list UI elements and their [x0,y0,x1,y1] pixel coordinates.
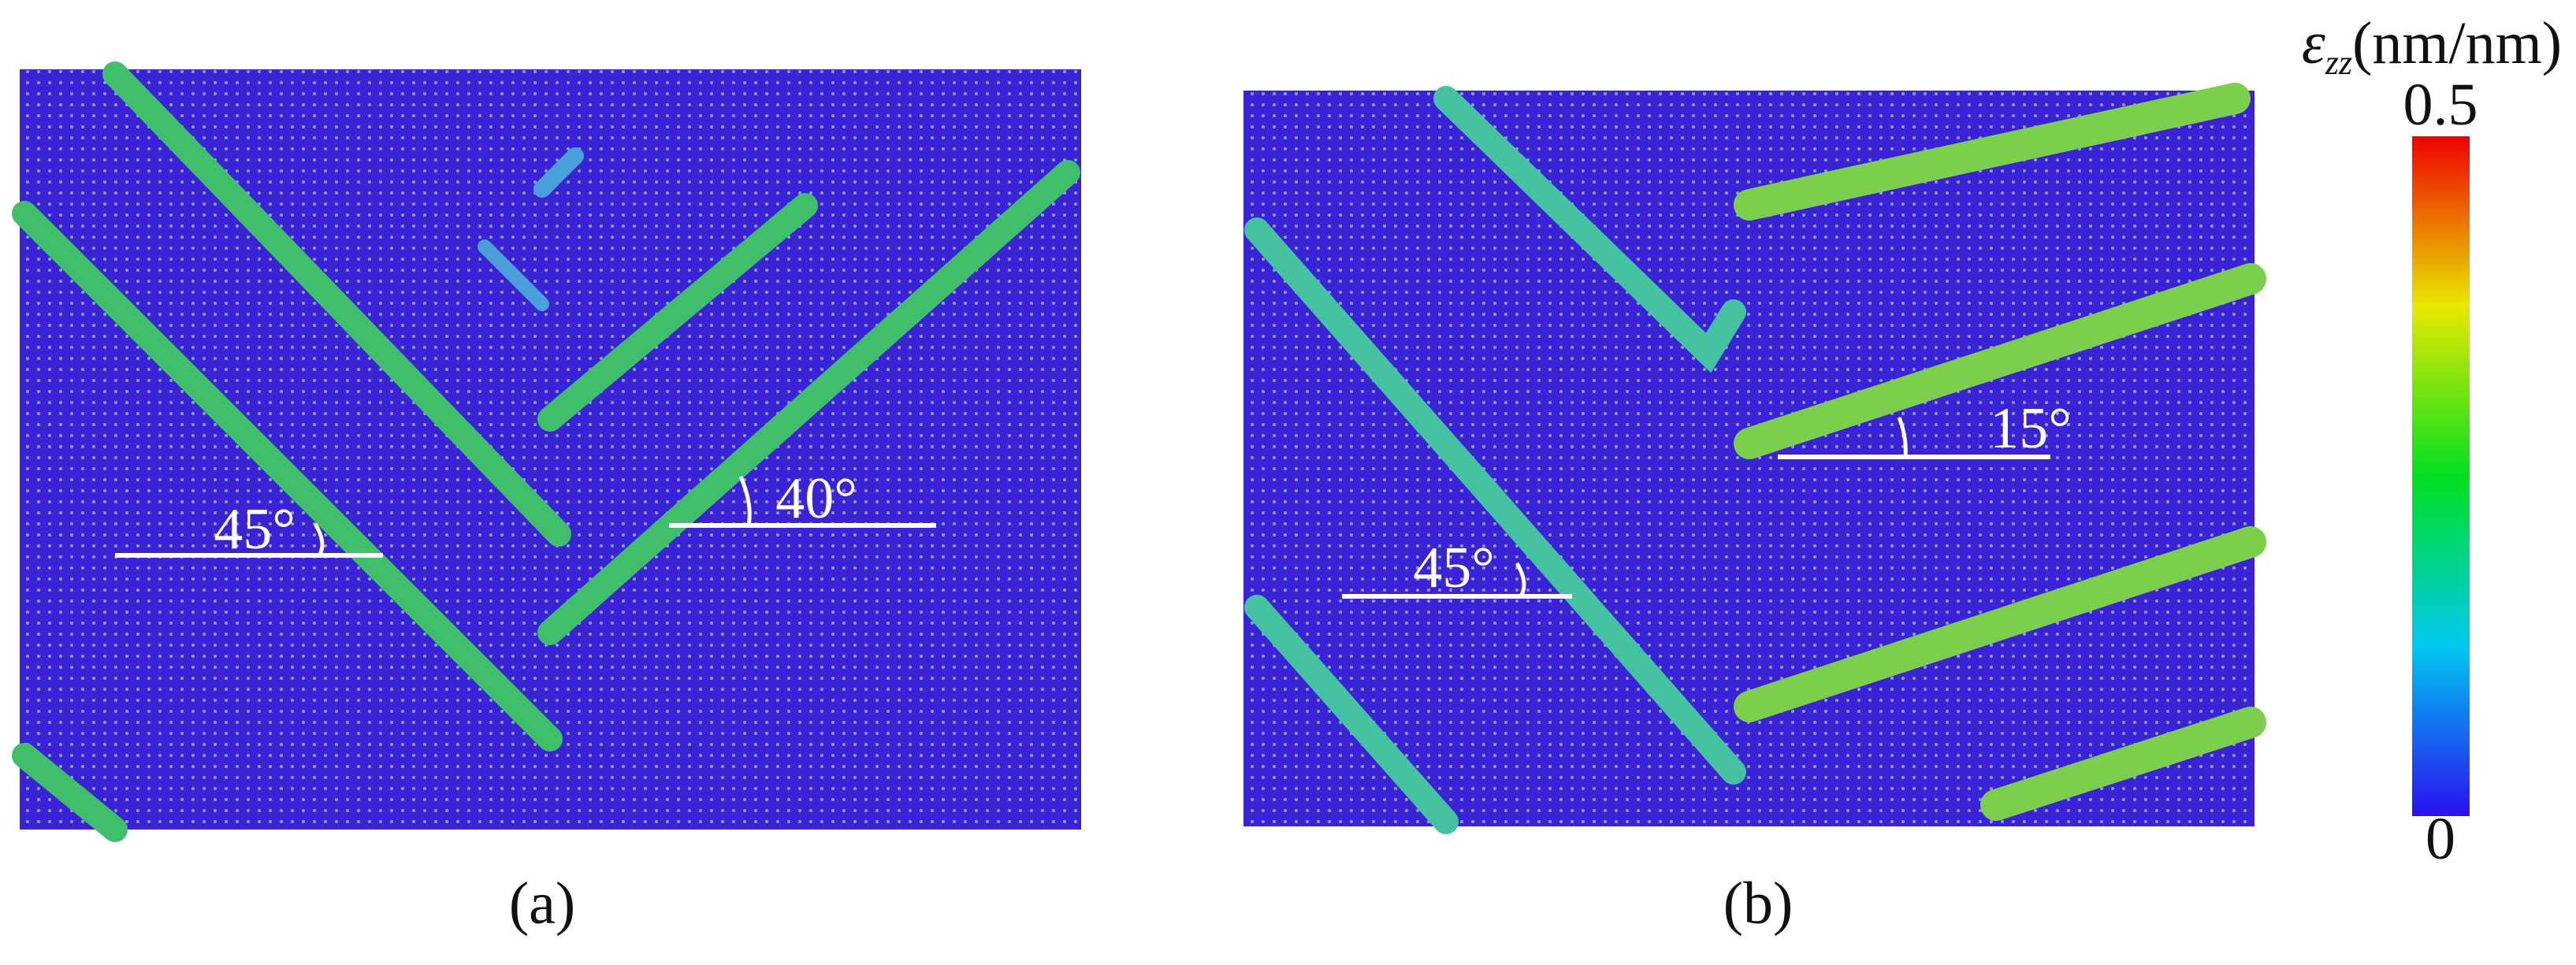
unit: (nm/nm) [2352,10,2562,76]
angle-label: 45° [214,497,296,562]
colorbar: εzz(nm/nm) 0.5 0 [2302,10,2562,872]
shear-bands [1244,86,1746,834]
panel-label: (a) [509,870,575,937]
shear-bands [12,61,1080,842]
angle-label: 40° [775,466,857,531]
angle-label: 45° [1413,536,1495,600]
angle-arc [1515,562,1526,598]
symbol: ε [2302,10,2325,76]
angle-arc [738,476,752,526]
panel-label: (b) [1723,870,1794,937]
colorbar-min: 0 [2425,806,2455,872]
subscript: zz [2325,43,2352,82]
angle-arc [1897,417,1908,458]
atom-field [20,69,1081,830]
panel-b: 45° 15° (b) [1243,83,2266,937]
colorbar-title: εzz(nm/nm) [2302,10,2562,82]
angle-arc [313,522,325,557]
panel-a: 45° 40° (a) [12,61,1081,937]
colorbar-gradient [2412,136,2470,816]
shear-bands [1734,83,2266,821]
colorbar-max: 0.5 [2403,72,2478,138]
angle-label: 15° [1990,396,2072,461]
